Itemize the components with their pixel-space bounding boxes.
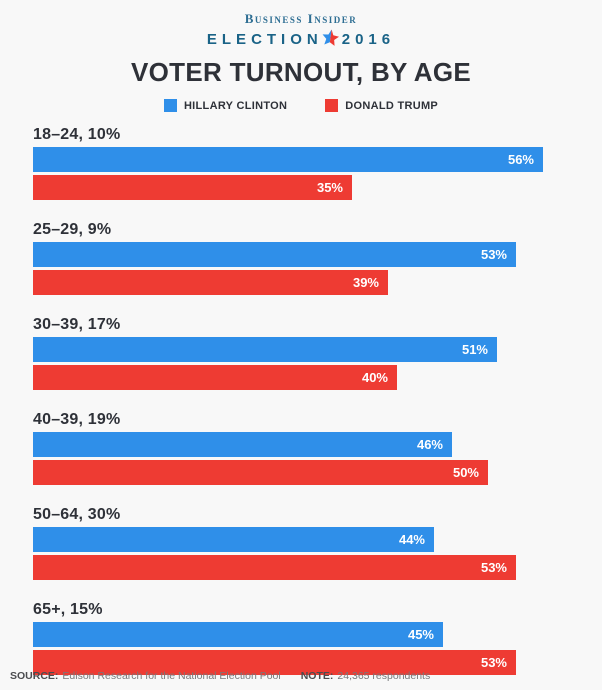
bar-chart: 18–24, 10% 56% 35% 25–29, 9% 53% 39% 30–39, 17… bbox=[0, 125, 602, 675]
trump-bar: 53% bbox=[33, 650, 516, 675]
group-label: 25–29, 9% bbox=[33, 221, 112, 238]
bar-value-label: 50% bbox=[452, 465, 479, 480]
bar-value-label: 53% bbox=[480, 247, 507, 262]
legend-label-clinton: HILLARY CLINTON bbox=[183, 99, 288, 112]
election-year: 2016 bbox=[341, 31, 396, 48]
bar-value-label: 56% bbox=[507, 152, 534, 167]
bar-value-label: 44% bbox=[398, 532, 425, 547]
bar-group: 50–64, 30% 44% 53% bbox=[33, 505, 577, 580]
clinton-bar: 44% bbox=[33, 527, 434, 552]
election-word: ELECTION bbox=[206, 31, 323, 48]
clinton-bar: 46% bbox=[33, 432, 452, 457]
note-text: 24,365 respondents bbox=[337, 670, 431, 682]
trump-bar: 40% bbox=[33, 365, 397, 390]
bar-group: 30–39, 17% 51% 40% bbox=[33, 315, 577, 390]
clinton-bar: 45% bbox=[33, 622, 443, 647]
legend-label-trump: DONALD TRUMP bbox=[345, 99, 439, 112]
note-label: NOTE: bbox=[300, 670, 334, 682]
star-icon bbox=[322, 29, 339, 50]
group-label: 50–64, 30% bbox=[33, 506, 121, 523]
bar-value-label: 51% bbox=[461, 342, 488, 357]
bar-value-label: 53% bbox=[480, 655, 507, 670]
footer: SOURCE: Edison Research for the National … bbox=[10, 670, 430, 682]
bar-group: 65+, 15% 45% 53% bbox=[33, 600, 577, 675]
legend: HILLARY CLINTON DONALD TRUMP bbox=[0, 99, 602, 112]
group-label: 65+, 15% bbox=[33, 601, 103, 618]
group-label: 30–39, 17% bbox=[33, 316, 121, 333]
clinton-swatch bbox=[163, 99, 177, 112]
group-label: 18–24, 10% bbox=[33, 126, 121, 143]
source-text: Edison Research for the National Electio… bbox=[62, 670, 281, 682]
trump-bar: 53% bbox=[33, 555, 516, 580]
clinton-bar: 53% bbox=[33, 242, 516, 267]
bar-value-label: 45% bbox=[407, 627, 434, 642]
bar-group: 40–39, 19% 46% 50% bbox=[33, 410, 577, 485]
trump-bar: 50% bbox=[33, 460, 488, 485]
bar-value-label: 40% bbox=[361, 370, 388, 385]
bar-group: 18–24, 10% 56% 35% bbox=[33, 125, 577, 200]
bar-value-label: 53% bbox=[480, 560, 507, 575]
trump-swatch bbox=[325, 99, 339, 112]
group-label: 40–39, 19% bbox=[33, 411, 121, 428]
bar-value-label: 35% bbox=[316, 180, 343, 195]
source-label: SOURCE: bbox=[10, 670, 59, 682]
bar-value-label: 39% bbox=[352, 275, 379, 290]
legend-item-clinton: HILLARY CLINTON bbox=[163, 99, 288, 112]
bar-group: 25–29, 9% 53% 39% bbox=[33, 220, 577, 295]
trump-bar: 39% bbox=[33, 270, 388, 295]
header: Business Insider ELECTION 2016 VOTER TUR… bbox=[0, 11, 602, 87]
clinton-bar: 56% bbox=[33, 147, 543, 172]
bar-value-label: 46% bbox=[416, 437, 443, 452]
legend-item-trump: DONALD TRUMP bbox=[325, 99, 438, 112]
election-2016-logo: ELECTION 2016 bbox=[0, 29, 602, 50]
trump-bar: 35% bbox=[33, 175, 352, 200]
page-title: VOTER TURNOUT, BY AGE bbox=[131, 57, 471, 87]
source-note: SOURCE: Edison Research for the National … bbox=[10, 670, 281, 682]
brand-logo: Business Insider bbox=[244, 11, 358, 26]
respondents-note: NOTE: 24,365 respondents bbox=[301, 670, 431, 682]
clinton-bar: 51% bbox=[33, 337, 497, 362]
